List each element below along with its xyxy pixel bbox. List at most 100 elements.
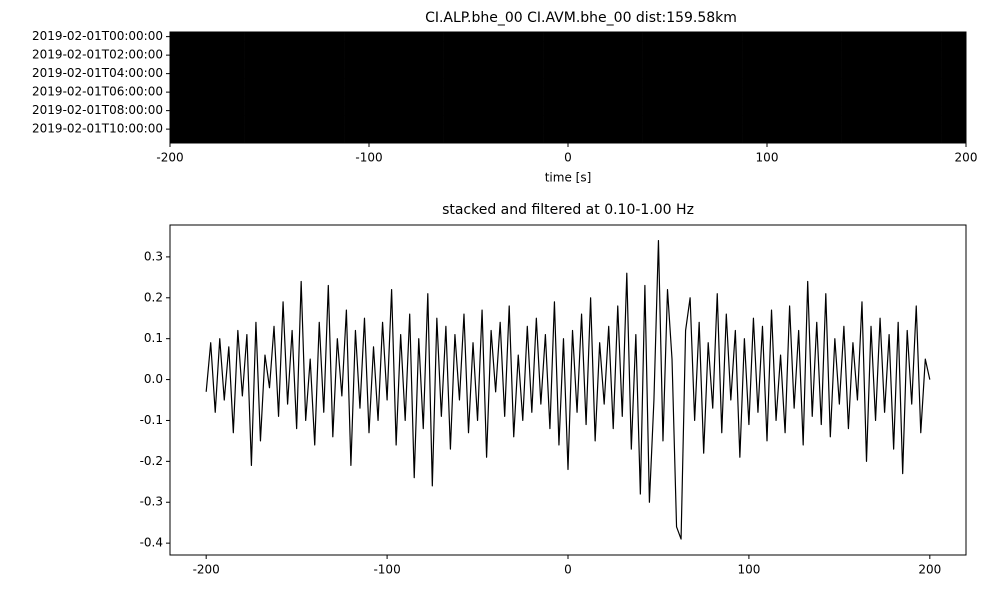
heatmap-cell [916,87,942,98]
heatmap-cell [194,41,221,51]
heatmap-cell [543,87,569,98]
heatmap-cell [219,32,245,42]
heatmap-cell [816,69,842,79]
heatmap-cell [344,106,370,116]
heatmap-cell [170,50,196,61]
heatmap-cell [592,87,619,98]
x-tick-label: -200 [193,563,220,577]
heatmap-cell [592,106,619,116]
heatmap-cell [617,78,643,88]
y-tick-label: 2019-02-01T10:00:00 [32,122,163,136]
heatmap-cell [170,59,196,70]
heatmap-cell [493,41,519,51]
heatmap-cell [941,96,967,107]
heatmap-cell [642,69,668,79]
chart-title: CI.ALP.bhe_00 CI.AVM.bhe_00 dist:159.58k… [425,10,737,26]
heatmap-cell [891,32,917,42]
heatmap-cell [493,133,519,144]
heatmap-cell [742,69,768,79]
heatmap-cell [742,41,768,51]
heatmap-cell [319,50,345,61]
heatmap-cell [841,78,867,88]
heatmap-cell [443,59,469,70]
heatmap-cell [269,96,295,107]
heatmap-cell [891,87,917,98]
heatmap-cell [592,78,619,88]
heatmap-cell [866,78,892,88]
heatmap-cell [219,124,245,135]
heatmap-cell [717,124,743,135]
heatmap-cell [319,59,345,70]
heatmap-cell [170,69,196,79]
heatmap-cell [617,96,643,107]
heatmap-cell [742,124,768,135]
heatmap-cell [344,115,370,125]
heatmap-cell [941,78,967,88]
heatmap-cell [692,115,718,125]
heatmap-cell [742,133,768,144]
x-tick-label: 0 [564,151,572,165]
heatmap-cell [468,50,494,61]
heatmap-cell [543,69,569,79]
y-tick-label: 2019-02-01T06:00:00 [32,85,163,99]
heatmap-cell [692,59,718,70]
heatmap-cell [344,124,370,135]
heatmap-cell [717,96,743,107]
heatmap-cell [219,50,245,61]
heatmap-cell [468,96,494,107]
heatmap-cell [468,32,494,42]
heatmap-cell [692,87,718,98]
heatmap-cell [194,115,221,125]
heatmap-cell [418,78,444,88]
heatmap-cell [468,87,494,98]
heatmap-cell [493,78,519,88]
heatmap-cell [468,106,494,116]
heatmap-cell [219,41,245,51]
x-tick-label: 100 [737,563,760,577]
heatmap-cell [642,133,668,144]
heatmap-cell [493,32,519,42]
heatmap-cell [667,106,693,116]
heatmap-cell [393,59,420,70]
heatmap-cell [219,133,245,144]
heatmap-cell [816,32,842,42]
heatmap-cell [568,96,594,107]
heatmap-cell [692,32,718,42]
heatmap-cell [941,124,967,135]
heatmap-cell [592,32,619,42]
heatmap-cell [916,106,942,116]
heatmap-cell [841,96,867,107]
heatmap-cell [493,96,519,107]
heatmap-cell [717,69,743,79]
heatmap-cell [294,41,320,51]
heatmap-cell [841,59,867,70]
heatmap-cell [493,115,519,125]
heatmap-cell [543,115,569,125]
heatmap-cell [418,32,444,42]
heatmap-cell [294,78,320,88]
heatmap-cell [568,50,594,61]
heatmap-cell [269,50,295,61]
heatmap-cell [692,78,718,88]
heatmap-cell [344,96,370,107]
heatmap-cell [170,32,196,42]
heatmap-cell [692,69,718,79]
heatmap-cell [568,106,594,116]
heatmap-cell [891,59,917,70]
heatmap-cell [443,69,469,79]
heatmap-cell [393,106,420,116]
heatmap-cell [194,124,221,135]
heatmap-cell [344,69,370,79]
heatmap-cell [344,78,370,88]
heatmap-cell [493,69,519,79]
heatmap-cell [269,69,295,79]
heatmap-cell [443,78,469,88]
heatmap-cell [592,124,619,135]
heatmap-cell [916,133,942,144]
heatmap-cell [493,59,519,70]
heatmap-cell [642,96,668,107]
heatmap-cell [916,59,942,70]
heatmap-cell [592,96,619,107]
heatmap-cell [592,50,619,61]
